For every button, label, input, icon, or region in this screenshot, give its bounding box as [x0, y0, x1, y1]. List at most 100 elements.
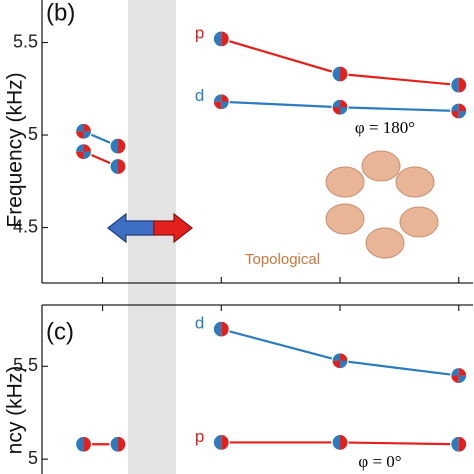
series-label: d — [195, 86, 204, 105]
marker-half — [117, 138, 126, 155]
marker — [331, 433, 349, 452]
marker-quarter — [458, 367, 467, 376]
marker-quarter — [221, 93, 230, 102]
y-tick-label: 4.5 — [13, 216, 38, 236]
marker-half — [458, 77, 467, 94]
marker — [450, 366, 468, 385]
marker — [212, 30, 230, 48]
marker — [212, 320, 230, 338]
marker-outline — [331, 65, 349, 83]
marker — [212, 433, 230, 452]
marker — [450, 435, 468, 453]
series-label: d — [195, 314, 204, 333]
marker-outline — [212, 320, 230, 338]
marker-outline — [331, 352, 349, 370]
marker-half — [450, 77, 459, 94]
marker-outline — [450, 102, 468, 120]
marker-half — [213, 321, 222, 338]
marker-quarter — [75, 131, 84, 140]
marker-half — [83, 436, 92, 453]
y-axis-label: ncy (kHz) — [4, 366, 27, 455]
marker-half — [332, 434, 341, 451]
annotation: φ = 0° — [358, 452, 401, 471]
marker-outline — [450, 435, 468, 453]
marker-quarter — [83, 131, 92, 140]
series-label: p — [195, 427, 204, 446]
marker-quarter — [458, 102, 467, 111]
y-axis-label: Frequency (kHz) — [4, 72, 27, 227]
arrow — [107, 212, 193, 244]
marker-quarter — [83, 123, 92, 132]
marker-quarter — [332, 107, 341, 116]
y-tick-label: 5.5 — [13, 355, 38, 375]
marker-quarter — [458, 110, 467, 119]
marker-half — [75, 436, 84, 453]
marker-quarter — [332, 99, 341, 108]
marker-quarter — [340, 107, 349, 116]
marker-quarter — [340, 360, 349, 369]
marker — [109, 137, 127, 155]
marker-outline — [109, 435, 127, 453]
marker — [331, 352, 349, 370]
annotation: φ = 180° — [355, 118, 415, 137]
marker-half — [117, 158, 126, 175]
annotation: Topological — [245, 251, 320, 268]
marker-half — [221, 321, 230, 338]
marker-quarter — [75, 123, 84, 132]
marker-quarter — [450, 367, 459, 376]
marker — [74, 143, 93, 161]
marker — [331, 65, 349, 83]
marker-quarter — [221, 101, 230, 110]
marker — [212, 93, 230, 111]
marker-outline — [109, 157, 127, 176]
resonator-ring — [325, 150, 439, 259]
marker-quarter — [332, 352, 341, 361]
marker-half — [450, 436, 459, 453]
marker-outline — [212, 30, 230, 48]
series-label: p — [195, 23, 204, 42]
marker-outline — [109, 137, 127, 155]
marker-outline — [74, 435, 93, 453]
marker-half — [213, 30, 222, 47]
marker-quarter — [83, 151, 92, 160]
marker-half — [340, 434, 349, 451]
marker-quarter — [213, 101, 222, 110]
marker-quarter — [75, 151, 84, 160]
marker — [109, 435, 127, 453]
marker-half — [221, 30, 230, 47]
marker-half — [117, 436, 126, 453]
marker-outline — [331, 433, 349, 452]
marker-quarter — [458, 375, 467, 384]
marker-quarter — [450, 375, 459, 384]
marker-outline — [450, 366, 468, 385]
marker-quarter — [213, 93, 222, 102]
marker-half — [340, 65, 349, 82]
marker-half — [109, 158, 118, 175]
panel-title: (b) — [46, 0, 75, 26]
marker-quarter — [83, 143, 92, 152]
marker-quarter — [75, 143, 84, 152]
marker-half — [213, 434, 222, 451]
marker — [331, 98, 349, 116]
marker-outline — [74, 122, 93, 140]
marker — [74, 435, 93, 453]
marker-quarter — [450, 110, 459, 119]
marker — [450, 76, 468, 94]
marker-outline — [331, 98, 349, 116]
marker — [109, 157, 127, 176]
marker-half — [458, 436, 467, 453]
y-tick-label: 5 — [28, 124, 38, 144]
gap-band — [128, 0, 176, 474]
panel-title: (c) — [46, 318, 74, 345]
marker — [450, 102, 468, 120]
marker-outline — [74, 143, 93, 161]
y-tick-label: 5 — [28, 448, 38, 468]
y-tick-label: 5.5 — [13, 31, 38, 51]
marker-quarter — [340, 352, 349, 361]
marker — [74, 122, 93, 140]
marker-half — [109, 138, 118, 155]
marker-outline — [450, 76, 468, 94]
marker-half — [332, 65, 341, 82]
marker-half — [109, 436, 118, 453]
